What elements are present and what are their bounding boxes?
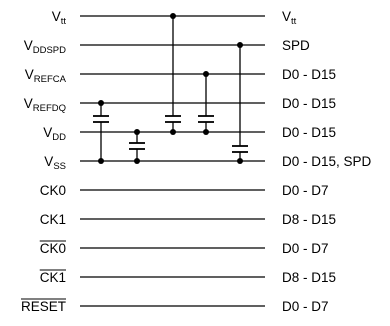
right-label-ck1: D8 - D15 bbox=[282, 212, 336, 227]
left-label-ck1-bar: CK1 bbox=[40, 270, 66, 285]
junction-vdd-vss bbox=[134, 158, 140, 164]
left-label-vddspd: VDDSPD bbox=[24, 38, 66, 56]
capacitor-vrefdq bbox=[93, 115, 109, 123]
right-label-vtt-subscript: tt bbox=[291, 16, 297, 27]
row-vddspd: VDDSPD SPD bbox=[24, 38, 310, 56]
left-label-vss-base: V bbox=[44, 154, 53, 169]
row-vrefdq: VREFDQ D0 - D15 bbox=[24, 96, 336, 114]
capacitor-vdd bbox=[129, 142, 145, 150]
right-label-ck0: D0 - D7 bbox=[282, 183, 329, 198]
left-label-vss: VSS bbox=[44, 154, 66, 172]
right-label-vrefca: D0 - D15 bbox=[282, 67, 336, 82]
left-label-reset-bar: RESET bbox=[21, 299, 66, 314]
left-label-vrefdq-base: V bbox=[24, 96, 33, 111]
left-label-vtt-subscript: tt bbox=[61, 16, 67, 27]
left-label-vdd-subscript: DD bbox=[52, 132, 66, 143]
junction-vtt-vdd bbox=[170, 129, 176, 135]
right-label-vtt-base: V bbox=[282, 9, 291, 24]
left-label-vddspd-subscript: DDSPD bbox=[33, 45, 66, 56]
row-ck1: CK1 D8 - D15 bbox=[40, 212, 336, 227]
junction-vddspd-vss bbox=[237, 158, 243, 164]
left-label-vtt-base: V bbox=[52, 9, 61, 24]
capacitors bbox=[93, 115, 248, 153]
capacitor-vrefca bbox=[198, 115, 214, 123]
right-label-vddspd: SPD bbox=[282, 38, 310, 53]
row-vrefca: VREFCA D0 - D15 bbox=[25, 67, 336, 85]
left-label-ck1: CK1 bbox=[40, 212, 66, 227]
left-label-vrefdq: VREFDQ bbox=[24, 96, 66, 114]
right-label-ck1-bar: D8 - D15 bbox=[282, 270, 336, 285]
right-label-reset-bar: D0 - D7 bbox=[282, 299, 329, 314]
row-ck0-bar: CK0 D0 - D7 bbox=[39, 240, 329, 256]
junction-vdd bbox=[134, 129, 140, 135]
row-ck0: CK0 D0 - D7 bbox=[40, 183, 329, 198]
left-label-ck0: CK0 bbox=[40, 183, 66, 198]
right-label-ck0-bar: D0 - D7 bbox=[282, 241, 329, 256]
right-label-vtt: Vtt bbox=[282, 9, 297, 27]
junction-vrefca bbox=[203, 71, 209, 77]
left-label-vss-subscript: SS bbox=[53, 161, 66, 172]
junction-vrefca-vdd bbox=[203, 129, 209, 135]
right-label-vss: D0 - D15, SPD bbox=[282, 154, 372, 169]
left-label-vtt: Vtt bbox=[52, 9, 67, 27]
left-label-vdd: VDD bbox=[43, 125, 66, 143]
row-reset-bar: RESET D0 - D7 bbox=[20, 298, 329, 314]
left-label-vddspd-base: V bbox=[24, 38, 33, 53]
left-label-vrefca-base: V bbox=[25, 67, 34, 82]
row-vdd: VDD D0 - D15 bbox=[43, 125, 336, 143]
left-label-vrefca-subscript: REFCA bbox=[34, 74, 67, 85]
left-label-vrefca: VREFCA bbox=[25, 67, 67, 85]
right-label-vrefdq: D0 - D15 bbox=[282, 96, 336, 111]
left-label-vrefdq-subscript: REFDQ bbox=[33, 103, 66, 114]
junction-vtt bbox=[170, 13, 176, 19]
row-ck1-bar: CK1 D8 - D15 bbox=[39, 269, 336, 285]
row-vss: VSS D0 - D15, SPD bbox=[44, 154, 371, 172]
junction-vddspd bbox=[237, 42, 243, 48]
junction-dots bbox=[98, 13, 243, 164]
left-label-ck0-bar: CK0 bbox=[40, 241, 66, 256]
capacitor-vddspd bbox=[232, 145, 248, 153]
junction-vrefdq bbox=[98, 100, 104, 106]
capacitor-vtt bbox=[165, 115, 181, 123]
junction-vrefdq-vss bbox=[98, 158, 104, 164]
interconnect-wires bbox=[100, 16, 241, 161]
right-label-vdd: D0 - D15 bbox=[282, 125, 336, 140]
left-label-vdd-base: V bbox=[43, 125, 52, 140]
